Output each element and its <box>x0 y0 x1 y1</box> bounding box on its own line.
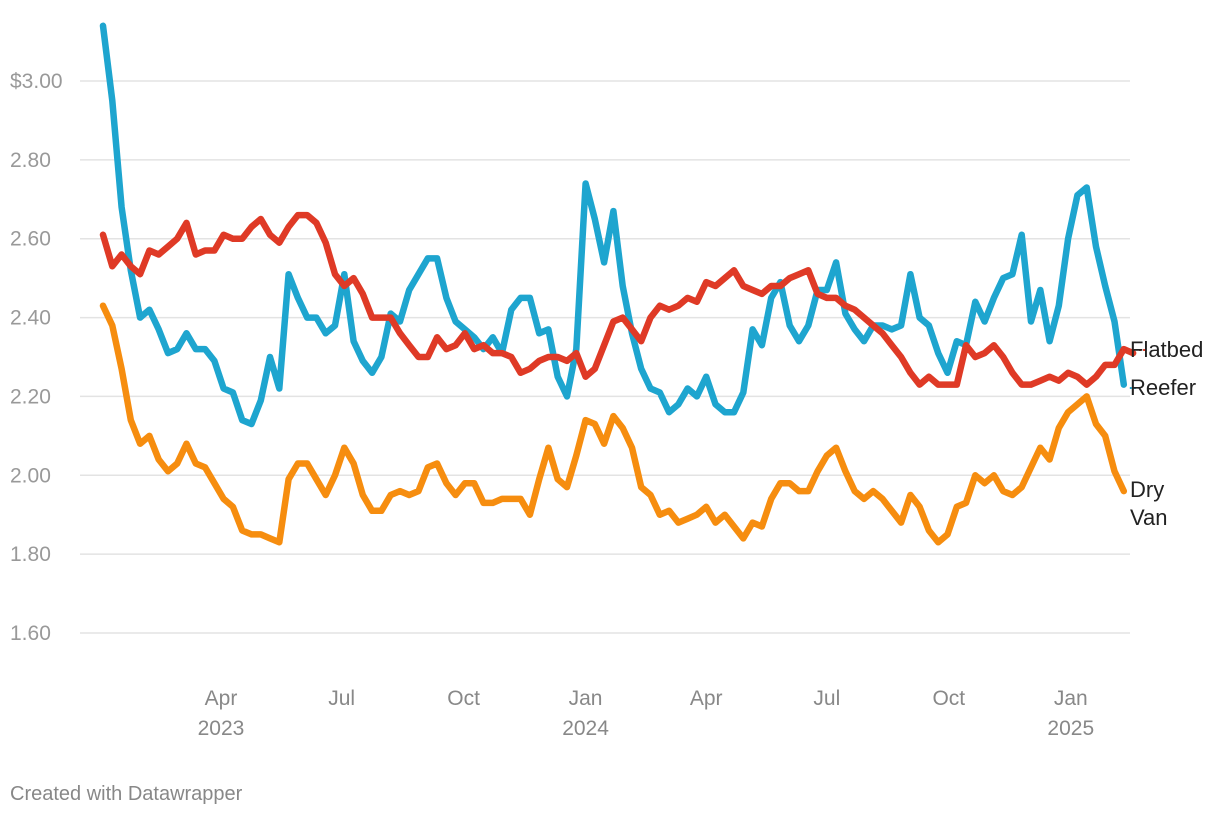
series-line-flatbed <box>99 211 1137 388</box>
x-tick-year-label: 2023 <box>198 717 245 740</box>
y-tick-label: 2.80 <box>10 149 51 172</box>
series-label-reefer: Reefer <box>1130 375 1196 400</box>
x-tick-label: Oct <box>932 687 965 710</box>
series-line-dry-van <box>99 302 1128 546</box>
series-lines <box>99 22 1137 546</box>
series-labels: Reefer Flatbed Dry Van <box>1129 337 1203 530</box>
x-tick-year-label: 2025 <box>1047 717 1094 740</box>
y-tick-label: $3.00 <box>10 70 63 93</box>
series-label-dry-van: Dry <box>1130 477 1164 502</box>
y-tick-label: 2.00 <box>10 464 51 487</box>
y-tick-label: 2.40 <box>10 307 51 330</box>
x-tick-label: Jul <box>813 687 840 710</box>
x-tick-year-label: 2024 <box>562 717 609 740</box>
y-tick-label: 2.20 <box>10 385 51 408</box>
x-tick-label: Oct <box>447 687 480 710</box>
series-line-reefer <box>99 22 1128 428</box>
y-tick-label: 2.60 <box>10 228 51 251</box>
datawrapper-credit[interactable]: Created with Datawrapper <box>10 783 243 805</box>
y-axis-labels: $3.00 2.80 2.60 2.40 2.20 2.00 1.80 1.60 <box>10 70 63 645</box>
x-tick-label: Jan <box>569 687 603 710</box>
y-tick-label: 1.80 <box>10 543 51 566</box>
x-tick-label: Jan <box>1054 687 1088 710</box>
x-tick-label: Apr <box>205 687 238 710</box>
grid-lines <box>80 80 1130 634</box>
x-axis-labels: Apr 2023 Jul Oct Jan 2024 Apr Jul Oct Jan 2025 <box>198 687 1095 740</box>
x-tick-label: Apr <box>690 687 723 710</box>
y-tick-label: 1.60 <box>10 622 51 645</box>
series-label-dry-van: Van <box>1130 505 1168 530</box>
x-tick-label: Jul <box>328 687 355 710</box>
series-label-flatbed: Flatbed <box>1130 337 1203 362</box>
